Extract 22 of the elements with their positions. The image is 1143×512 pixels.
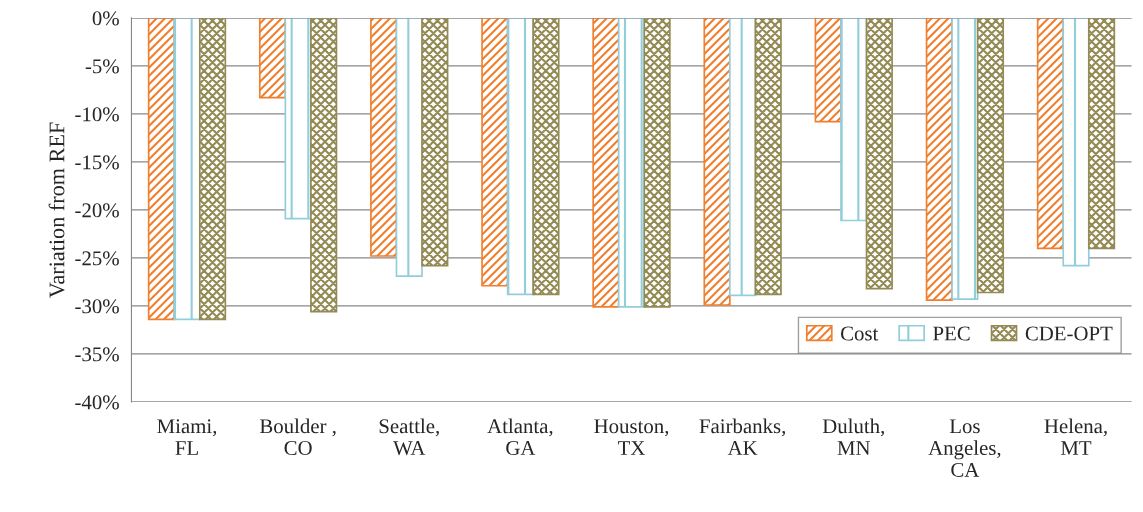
x-tick-label: Houston, TX bbox=[594, 419, 669, 455]
legend-label: PEC bbox=[933, 326, 970, 341]
legend-label: Cost bbox=[840, 326, 879, 341]
y-tick-label: -5% bbox=[85, 59, 119, 74]
y-tick-label: -25% bbox=[75, 251, 119, 266]
y-tick-label: -30% bbox=[75, 299, 119, 314]
x-tick-label: Duluth, MN bbox=[822, 418, 884, 455]
x-tick-label: Fairbanks, AK bbox=[699, 418, 786, 455]
y-tick-label: -15% bbox=[75, 155, 119, 170]
y-tick-label: -35% bbox=[75, 347, 119, 362]
x-tick-label: Atlanta, GA bbox=[487, 418, 553, 456]
y-tick-label: 0% bbox=[92, 11, 119, 26]
y-tick-label: -10% bbox=[75, 107, 119, 122]
x-tick-label: Helena, MT bbox=[1044, 418, 1107, 455]
x-tick-label: Los Angeles, CA bbox=[928, 419, 1001, 477]
x-tick-label: Seattle, WA bbox=[379, 418, 439, 456]
y-tick-label: -40% bbox=[75, 395, 119, 410]
y-axis-title: Variation from REF bbox=[48, 122, 65, 298]
x-tick-label: Boulder , CO bbox=[259, 418, 336, 456]
x-tick-label: Miami, FL bbox=[157, 419, 217, 455]
y-tick-label: -20% bbox=[75, 203, 119, 218]
legend-label: CDE-OPT bbox=[1025, 326, 1113, 341]
